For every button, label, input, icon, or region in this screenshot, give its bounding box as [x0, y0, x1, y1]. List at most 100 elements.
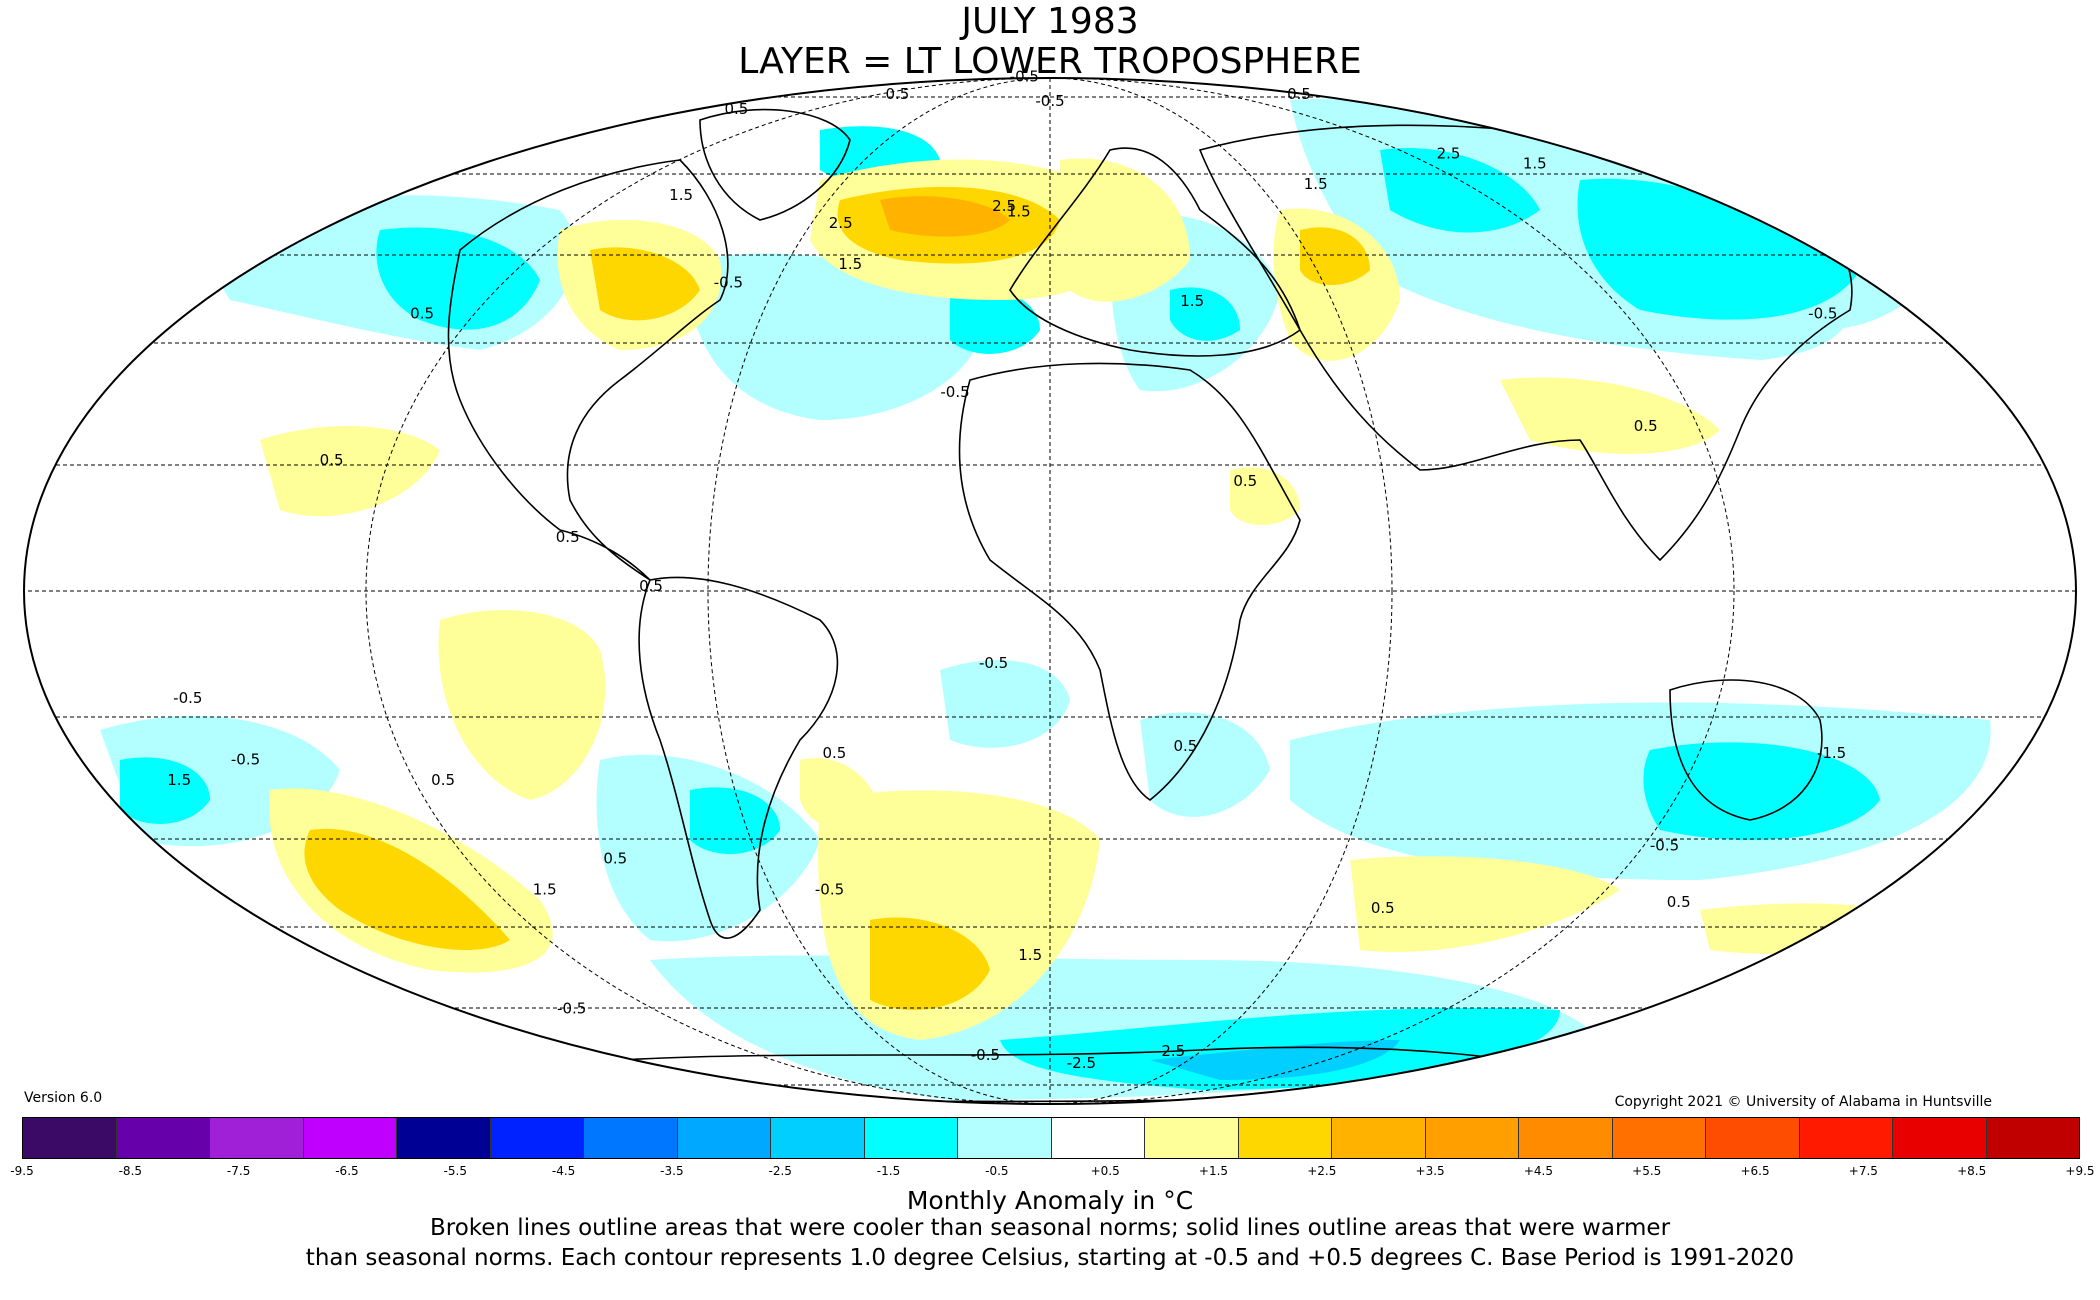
globe-border	[23, 77, 2077, 1105]
colorbar-segment	[771, 1118, 865, 1158]
warm-region-scandinavia	[1060, 158, 1190, 302]
greenland-outline	[699, 108, 851, 221]
colorbar-tick-label: -2.5	[768, 1164, 792, 1178]
map-subtitle: LAYER = LT LOWER TROPOSPHERE	[738, 41, 1362, 82]
colorbar-tick-label: -7.5	[226, 1164, 251, 1178]
colorbar-segment	[1799, 1118, 1893, 1158]
contour-label: 0.5	[724, 100, 748, 118]
warm-region-equatorial-pacific	[438, 610, 606, 800]
africa-outline	[958, 362, 1301, 801]
contour-label: 0.5	[1667, 893, 1691, 911]
contour-label: 2.5	[992, 197, 1016, 215]
contour-label: 0.5	[320, 451, 344, 469]
contour-label: -0.5	[979, 654, 1008, 672]
contour-label: 1.5	[1007, 203, 1031, 221]
colorbar-tick-label: -8.5	[118, 1164, 143, 1178]
warm-core-south-atlantic	[870, 917, 990, 1010]
contour-label: 0.5	[1233, 472, 1257, 490]
contour-label: -0.5	[971, 1046, 1000, 1064]
units-label: Monthly Anomaly in °C	[906, 1186, 1194, 1215]
contour-label: -0.5	[231, 751, 260, 769]
contour-label: 1.5	[1523, 154, 1547, 172]
contour-label: 0.5	[822, 744, 846, 762]
contour-label: -0.5	[815, 881, 844, 899]
warm-region-southeast-atlantic	[800, 758, 880, 831]
warm-core-south-pacific	[304, 828, 510, 950]
cool-region-north-atlantic	[690, 253, 984, 420]
warm-region-south-australia	[1700, 903, 1920, 954]
contour-label: 0.5	[556, 528, 580, 546]
contour-label: 1.5	[167, 771, 191, 789]
contour-label: -0.5	[940, 383, 969, 401]
contour-label: 1.5	[838, 255, 862, 273]
colorbar-segment	[1986, 1118, 2079, 1158]
colorbar-tick-label: +6.5	[1740, 1164, 1770, 1178]
cold-core-alaska	[376, 227, 540, 330]
warm-core-europe-deep	[880, 196, 1010, 237]
colorbar-segment	[677, 1118, 771, 1158]
contour-label: 0.5	[1371, 899, 1395, 917]
contour-label: -0.5	[173, 689, 202, 707]
contour-label: -2.5	[1156, 1042, 1185, 1060]
colorbar-segment	[23, 1118, 117, 1158]
contour-label: 0.5	[1173, 737, 1197, 755]
note-line-2: than seasonal norms. Each contour repres…	[305, 1245, 1795, 1271]
colorbar-ticks: -9.5 -8.5 -7.5 -6.5 -5.5 -4.5 -3.5 -2.5 -1.5 -0.5…	[10, 1164, 2094, 1184]
contour-label: -0.5	[1808, 305, 1837, 323]
contour-labels: 0.51.50.5-0.50.52.51.5-0.52.51.51.5-0.5-…	[167, 67, 1846, 1072]
cold-core-argentina	[690, 787, 780, 854]
warm-region-tibet	[1500, 377, 1720, 454]
cool-region-east-africa	[1140, 712, 1270, 817]
colorbar-tick-label: +8.5	[1957, 1164, 1987, 1178]
colorbar-tick-label: +3.5	[1415, 1164, 1445, 1178]
cold-core-turkey	[1170, 287, 1240, 341]
colorbar-segment	[210, 1118, 304, 1158]
cold-core-south-pacific	[120, 757, 210, 824]
colorbar-tick-label: +4.5	[1523, 1164, 1553, 1178]
warm-region-indian-ocean	[1350, 856, 1620, 952]
version-label: Version 6.0	[24, 1090, 103, 1106]
colorbar-tick-label: -6.5	[335, 1164, 359, 1178]
colorbar-segment	[116, 1118, 210, 1158]
cool-region-indian-ocean	[1290, 702, 1991, 880]
colorbar-segment	[1332, 1118, 1426, 1158]
colorbar-segment	[303, 1118, 397, 1158]
colorbar-tick-label: -5.5	[443, 1164, 467, 1178]
colorbar-segment	[490, 1118, 584, 1158]
cold-core-north-atlantic	[950, 287, 1040, 354]
colorbar-segment	[397, 1118, 491, 1158]
colorbar-tick-label: +5.5	[1632, 1164, 1662, 1178]
contour-label: 1.5	[533, 881, 557, 899]
contour-label: 0.5	[603, 849, 627, 867]
contour-label: -0.5	[1010, 67, 1039, 85]
contour-label: 1.5	[669, 186, 693, 204]
colorbar-tick-label: -1.5	[876, 1164, 901, 1178]
contour-label: -0.5	[714, 273, 743, 291]
note-line-1: Broken lines outline areas that were coo…	[429, 1215, 1671, 1241]
cold-core-east-asia	[1577, 178, 1860, 320]
colorbar-tick-label: -4.5	[551, 1164, 576, 1178]
colorbar-tick-label: -0.5	[985, 1164, 1009, 1178]
colorbar-tick-label: -9.5	[10, 1164, 34, 1178]
warm-region-east-pacific	[260, 426, 440, 517]
colorbar-segment	[1425, 1118, 1519, 1158]
contour-label: -0.5	[1035, 92, 1064, 110]
contour-label: 1.5	[1180, 292, 1204, 310]
colorbar	[22, 1117, 2080, 1159]
anomaly-shading	[100, 98, 1991, 1100]
cold-core-siberia	[1380, 148, 1540, 233]
contour-label: 0.5	[410, 305, 434, 323]
south-america-outline	[638, 576, 839, 939]
contour-label: 0.5	[639, 577, 663, 595]
contour-label: -1.5	[1817, 744, 1846, 762]
colorbar-segment	[958, 1118, 1052, 1158]
contour-label: 0.5	[431, 771, 455, 789]
warm-core-north-america	[590, 247, 700, 321]
copyright-notice: Copyright 2021 © University of Alabama i…	[1614, 1094, 1992, 1110]
colorbar-segment	[1238, 1118, 1332, 1158]
cold-core-antarctic-deep	[1150, 1040, 1400, 1080]
contour-label: 2.5	[1437, 145, 1461, 163]
colorbar-segment	[1612, 1118, 1706, 1158]
colorbar-tick-label: +1.5	[1198, 1164, 1229, 1178]
